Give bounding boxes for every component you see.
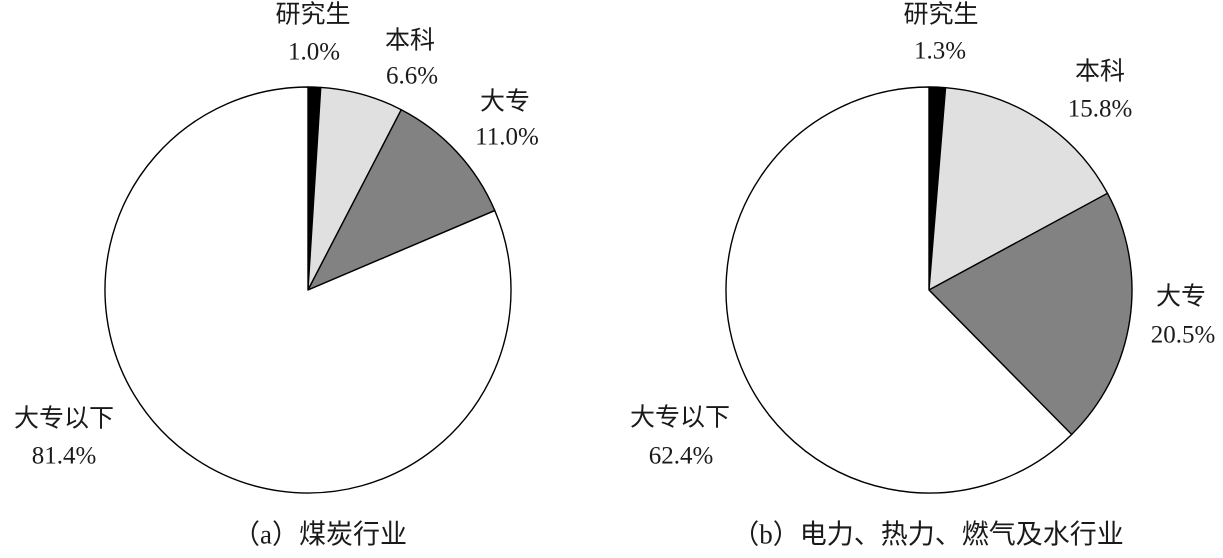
pie-slice (725, 86, 1073, 494)
slice-label-bachelor-a: 本科 (384, 27, 436, 55)
slice-value-bachelor-a: 6.6% (385, 62, 439, 90)
slice-value-college-a: 11.0% (475, 123, 539, 151)
slice-label-graduate-a: 研究生 (275, 1, 351, 29)
slice-value-below-college-a: 81.4% (31, 442, 97, 470)
slice-label-bachelor-b: 本科 (1074, 58, 1126, 86)
slice-label-below-college-b: 大专以下 (629, 404, 731, 432)
slice-label-college-a: 大专 (479, 88, 531, 116)
pie-slice (104, 86, 512, 494)
pie-slice (928, 86, 1109, 291)
pie-chart-utilities-industry (725, 86, 1133, 494)
slice-value-college-b: 20.5% (1150, 321, 1216, 349)
slice-label-below-college-a: 大专以下 (13, 405, 115, 433)
pie-slice (928, 192, 1133, 436)
chart-caption-b: （b）电力、热力、燃气及水行业 (732, 519, 1124, 550)
pie-chart-coal-industry (104, 86, 512, 494)
pie-slice (307, 109, 496, 291)
chart-caption-a: （a）煤炭行业 (233, 519, 407, 550)
slice-value-below-college-b: 62.4% (648, 442, 714, 470)
slice-label-graduate-b: 研究生 (903, 1, 979, 29)
slice-label-college-b: 大专 (1155, 283, 1207, 311)
slice-value-graduate-b: 1.3% (913, 37, 967, 65)
slice-value-bachelor-b: 15.8% (1067, 95, 1133, 123)
slice-value-graduate-a: 1.0% (287, 38, 341, 66)
